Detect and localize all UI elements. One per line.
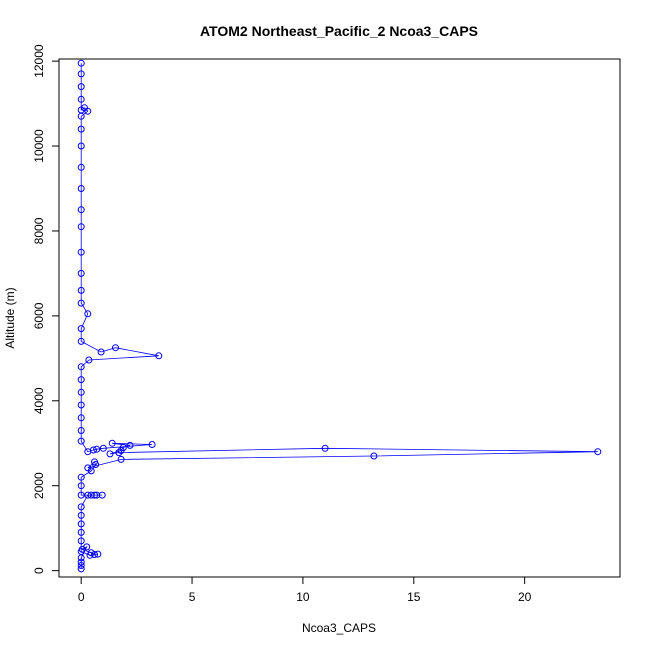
- data-point: [77, 401, 85, 409]
- data-point: [84, 310, 92, 318]
- data-point: [117, 455, 125, 463]
- data-point: [77, 59, 85, 67]
- data-point: [77, 83, 85, 91]
- y-tick-label: 2000: [32, 472, 46, 499]
- data-point: [77, 142, 85, 150]
- data-point: [77, 206, 85, 214]
- data-point: [77, 482, 85, 490]
- y-axis: 0 2000 4000 6000 8000 10000 12000: [32, 44, 60, 574]
- data-point: [321, 444, 329, 452]
- data-point: [77, 106, 85, 114]
- data-point: [77, 511, 85, 519]
- data-point: [77, 520, 85, 528]
- data-point: [77, 337, 85, 345]
- data-point: [77, 299, 85, 307]
- data-point: [77, 125, 85, 133]
- data-point: [77, 163, 85, 171]
- data-point: [77, 537, 85, 545]
- data-point: [594, 448, 602, 456]
- x-tick-label: 10: [296, 590, 310, 604]
- data-point: [148, 441, 156, 448]
- data-point: [370, 452, 378, 460]
- data-point: [77, 388, 85, 396]
- data-point: [126, 441, 134, 449]
- data-point: [77, 248, 85, 256]
- x-axis: 0 5 10 15 20: [78, 576, 532, 604]
- y-tick-label: 6000: [32, 302, 46, 329]
- x-tick-label: 0: [78, 590, 85, 604]
- data-point: [108, 439, 116, 447]
- y-axis-label: Altitude (m): [3, 287, 17, 348]
- x-axis-label: Ncoa3_CAPS: [302, 621, 376, 635]
- data-point: [119, 444, 127, 451]
- x-tick-label: 5: [189, 590, 196, 604]
- data-point: [77, 223, 85, 231]
- data-point: [97, 348, 105, 356]
- data-point: [77, 427, 85, 434]
- y-tick-label: 10000: [32, 129, 46, 163]
- y-tick-label: 8000: [32, 217, 46, 244]
- data-point: [91, 551, 98, 558]
- data-point: [77, 363, 85, 371]
- data-point: [91, 458, 98, 466]
- data-point: [85, 356, 93, 364]
- data-point: [77, 503, 85, 511]
- data-point: [77, 491, 85, 499]
- data-point: [77, 414, 85, 422]
- data-point: [84, 491, 92, 499]
- data-point: [84, 448, 92, 456]
- data-point: [77, 562, 85, 569]
- data-point: [91, 491, 98, 499]
- data-point: [77, 558, 85, 566]
- x-tick-label: 15: [407, 590, 421, 604]
- data-point: [94, 550, 102, 558]
- data-point: [77, 473, 85, 481]
- data-point: [77, 286, 85, 294]
- data-point: [86, 551, 94, 559]
- y-tick-label: 0: [32, 567, 46, 574]
- x-tick-label: 20: [518, 590, 532, 604]
- data-point: [84, 464, 92, 472]
- data-point: [106, 450, 114, 458]
- data-point: [155, 352, 163, 360]
- data-point: [115, 449, 123, 457]
- data-point: [77, 376, 85, 384]
- data-point: [77, 548, 85, 555]
- data-point: [99, 444, 107, 452]
- y-tick-label: 12000: [32, 44, 46, 78]
- data-point: [77, 185, 85, 192]
- data-point: [77, 95, 85, 103]
- chart-title: ATOM2 Northeast_Pacific_2 Ncoa3_CAPS: [200, 23, 478, 39]
- data-point: [77, 269, 85, 277]
- data-point: [77, 565, 85, 573]
- y-tick-label: 4000: [32, 387, 46, 414]
- data-point: [77, 528, 85, 536]
- data-point: [93, 445, 101, 453]
- plot-area: [77, 59, 602, 573]
- data-point: [77, 437, 85, 445]
- data-point: [112, 344, 119, 352]
- data-point: [98, 491, 106, 499]
- data-point: [77, 70, 85, 78]
- data-point: [77, 325, 85, 333]
